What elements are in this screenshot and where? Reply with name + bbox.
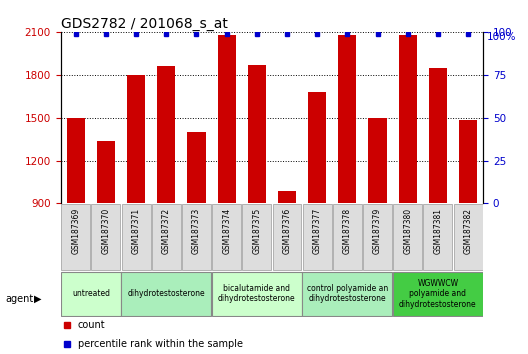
FancyBboxPatch shape xyxy=(272,204,301,270)
Bar xyxy=(248,65,266,204)
FancyBboxPatch shape xyxy=(121,272,211,316)
FancyBboxPatch shape xyxy=(333,204,362,270)
FancyBboxPatch shape xyxy=(393,204,422,270)
FancyBboxPatch shape xyxy=(212,204,241,270)
Text: ▶: ▶ xyxy=(34,294,42,304)
FancyBboxPatch shape xyxy=(121,204,150,270)
Text: GSM187382: GSM187382 xyxy=(464,208,473,254)
Text: GSM187372: GSM187372 xyxy=(162,208,171,254)
Text: GSM187374: GSM187374 xyxy=(222,208,231,255)
Text: GSM187381: GSM187381 xyxy=(433,208,442,254)
FancyBboxPatch shape xyxy=(454,204,483,270)
Text: dihydrotestosterone: dihydrotestosterone xyxy=(127,289,205,298)
FancyBboxPatch shape xyxy=(182,204,211,270)
Text: GSM187376: GSM187376 xyxy=(282,208,291,255)
Text: count: count xyxy=(78,320,105,330)
Text: GSM187378: GSM187378 xyxy=(343,208,352,254)
Bar xyxy=(127,75,145,204)
FancyBboxPatch shape xyxy=(152,204,181,270)
Text: GDS2782 / 201068_s_at: GDS2782 / 201068_s_at xyxy=(61,17,228,31)
FancyBboxPatch shape xyxy=(61,204,90,270)
Bar xyxy=(459,120,477,204)
FancyBboxPatch shape xyxy=(423,204,452,270)
Text: agent: agent xyxy=(5,294,34,304)
Bar xyxy=(97,141,115,204)
Bar xyxy=(278,190,296,204)
Text: percentile rank within the sample: percentile rank within the sample xyxy=(78,339,243,349)
FancyBboxPatch shape xyxy=(212,272,302,316)
Text: GSM187377: GSM187377 xyxy=(313,208,322,255)
Text: bicalutamide and
dihydrotestosterone: bicalutamide and dihydrotestosterone xyxy=(218,284,296,303)
Text: untreated: untreated xyxy=(72,289,110,298)
Text: GSM187375: GSM187375 xyxy=(252,208,261,255)
Bar xyxy=(218,35,235,204)
Bar xyxy=(187,132,205,204)
Text: GSM187380: GSM187380 xyxy=(403,208,412,254)
FancyBboxPatch shape xyxy=(393,272,483,316)
FancyBboxPatch shape xyxy=(242,204,271,270)
Bar xyxy=(399,35,417,204)
Bar xyxy=(369,118,386,204)
Bar xyxy=(308,92,326,204)
Text: GSM187370: GSM187370 xyxy=(101,208,110,255)
FancyBboxPatch shape xyxy=(363,204,392,270)
FancyBboxPatch shape xyxy=(303,272,392,316)
FancyBboxPatch shape xyxy=(303,204,332,270)
Text: GSM187373: GSM187373 xyxy=(192,208,201,255)
Text: WGWWCW
polyamide and
dihydrotestosterone: WGWWCW polyamide and dihydrotestosterone xyxy=(399,279,477,309)
Text: control polyamide an
dihydrotestosterone: control polyamide an dihydrotestosterone xyxy=(307,284,388,303)
FancyBboxPatch shape xyxy=(91,204,120,270)
Text: GSM187379: GSM187379 xyxy=(373,208,382,255)
Bar xyxy=(338,35,356,204)
Bar xyxy=(429,68,447,204)
Text: 100%: 100% xyxy=(487,32,517,42)
Text: GSM187371: GSM187371 xyxy=(131,208,140,254)
Bar xyxy=(157,66,175,204)
Text: GSM187369: GSM187369 xyxy=(71,208,80,255)
FancyBboxPatch shape xyxy=(61,272,121,316)
Bar xyxy=(67,118,85,204)
